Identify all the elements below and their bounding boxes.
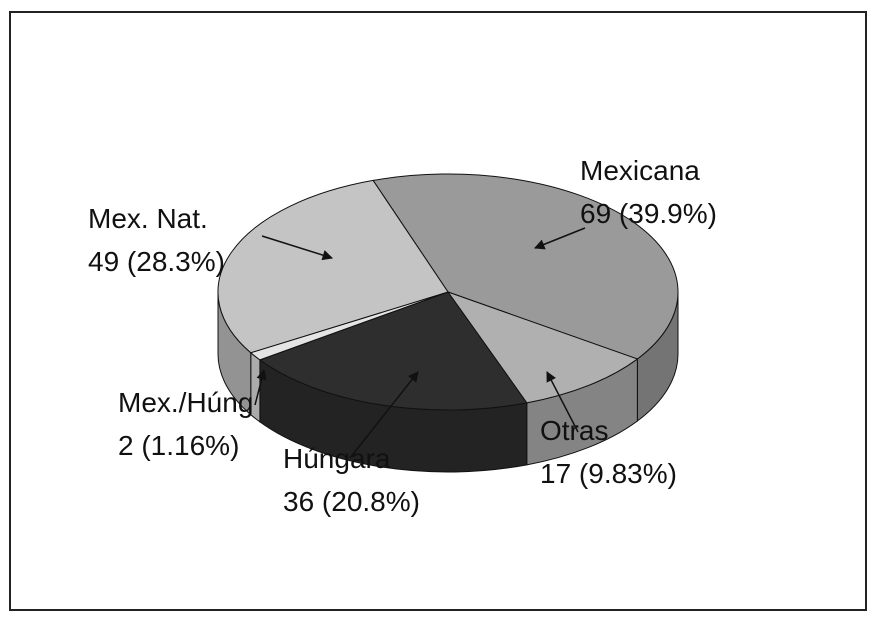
slice-label: Mex. Nat. — [88, 203, 208, 234]
leader-arrow — [546, 371, 579, 433]
slice-label: Mex./Húng — [118, 387, 253, 418]
slice — [217, 179, 449, 354]
slice-value-label: 17 (9.83%) — [540, 458, 677, 489]
slice — [258, 291, 528, 411]
slice — [372, 173, 679, 360]
leader-arrow — [349, 371, 419, 459]
slice-value-label: 69 (39.9%) — [580, 198, 717, 229]
leader-arrow — [534, 227, 586, 250]
slice-label: Mexicana — [580, 155, 700, 186]
leader-arrow — [261, 235, 334, 261]
slice-label: Otras — [540, 415, 608, 446]
labels: Mexicana 69 (39.9%) Otras 17 (9.83%) Húngara… — [88, 155, 717, 517]
slice-value-label: 49 (28.3%) — [88, 246, 225, 277]
leader-arrow — [254, 368, 267, 406]
slice-value-label: 2 (1.16%) — [118, 430, 239, 461]
pie — [217, 173, 679, 473]
slice-label: Húngara — [283, 443, 391, 474]
slice — [446, 291, 639, 404]
slice-value-label: 36 (20.8%) — [283, 486, 420, 517]
